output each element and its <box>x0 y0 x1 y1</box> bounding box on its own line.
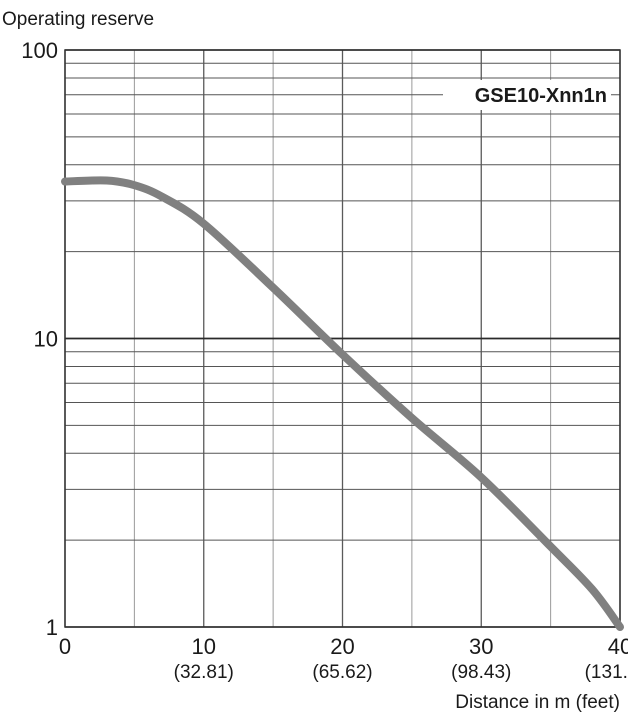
y-tick-label: 100 <box>21 38 58 63</box>
x-tick-sublabel: (131.23) <box>585 662 628 683</box>
x-tick-label: 10 <box>192 634 216 659</box>
x-tick-label: 20 <box>330 634 354 659</box>
x-tick-labels: 0 10 (32.81) 20 (65.62) 30 (98.43) 40 (131.23) <box>59 634 628 683</box>
y-tick-label: 1 <box>46 615 58 640</box>
series-annotation: GSE10-Xnn1n <box>475 85 607 107</box>
x-tick-sublabel: (65.62) <box>312 662 372 683</box>
grid <box>65 50 620 627</box>
annotation-group: GSE10-Xnn1n <box>443 80 611 110</box>
y-tick-label: 10 <box>34 327 58 352</box>
x-tick-sublabel: (32.81) <box>174 662 234 683</box>
y-axis-title: Operating reserve <box>2 9 154 30</box>
x-tick-label: 30 <box>469 634 493 659</box>
x-tick-label: 0 <box>59 634 71 659</box>
x-tick-label: 40 <box>608 634 628 659</box>
x-tick-sublabel: (98.43) <box>451 662 511 683</box>
x-axis-title: Distance in m (feet) <box>455 692 620 713</box>
y-tick-labels: 1 10 100 <box>21 38 58 640</box>
